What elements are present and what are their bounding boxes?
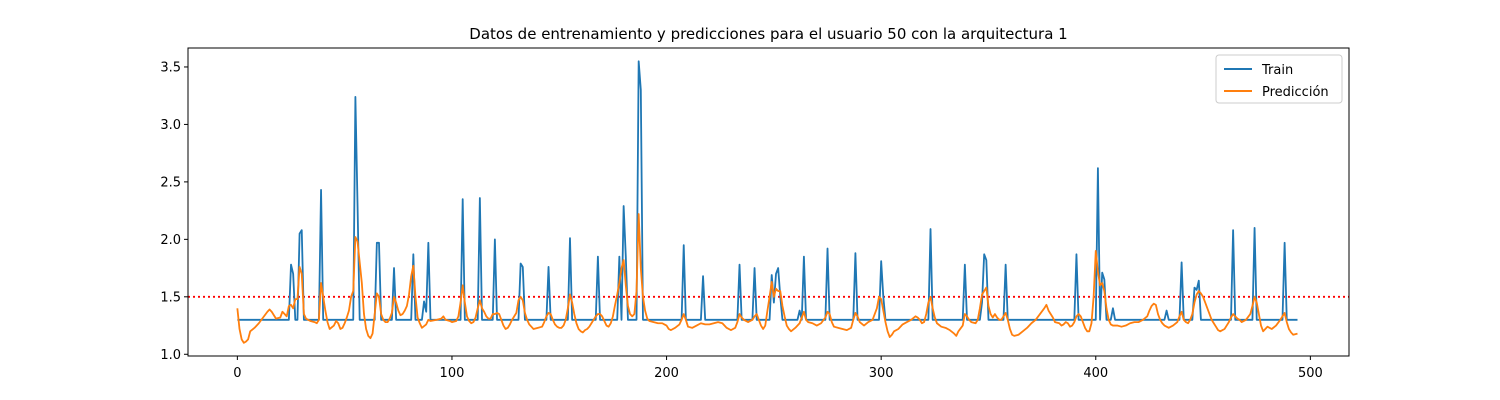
x-tick-label: 0: [233, 366, 241, 381]
legend-label-train: Train: [1261, 63, 1293, 78]
plot-frame: [187, 47, 1350, 357]
y-axis: 1.0 1.5 2.0 2.5 3.0 3.5: [160, 60, 188, 363]
legend: Train Predicción: [1215, 54, 1343, 104]
x-tick-label: 400: [1083, 366, 1108, 381]
y-tick-label: 2.0: [160, 233, 181, 248]
x-axis: 0 100 200 300 400 500: [233, 356, 1323, 381]
x-tick-label: 100: [440, 366, 465, 381]
series-line-train: [237, 60, 1298, 321]
x-tick-label: 500: [1298, 366, 1323, 381]
legend-label-prediccion: Predicción: [1262, 85, 1329, 100]
y-tick-label: 2.5: [160, 175, 181, 190]
x-tick-label: 200: [654, 366, 679, 381]
y-tick-label: 3.5: [160, 60, 181, 75]
x-tick-label: 300: [869, 366, 894, 381]
series-layer: [236, 60, 1298, 344]
y-tick-label: 3.0: [160, 118, 181, 133]
series-line-prediccion: [236, 213, 1298, 344]
plot-area: [187, 47, 1350, 357]
chart-title: Datos de entrenamiento y predicciones pa…: [469, 25, 1067, 43]
y-tick-label: 1.5: [160, 290, 181, 305]
y-tick-label: 1.0: [160, 348, 181, 363]
